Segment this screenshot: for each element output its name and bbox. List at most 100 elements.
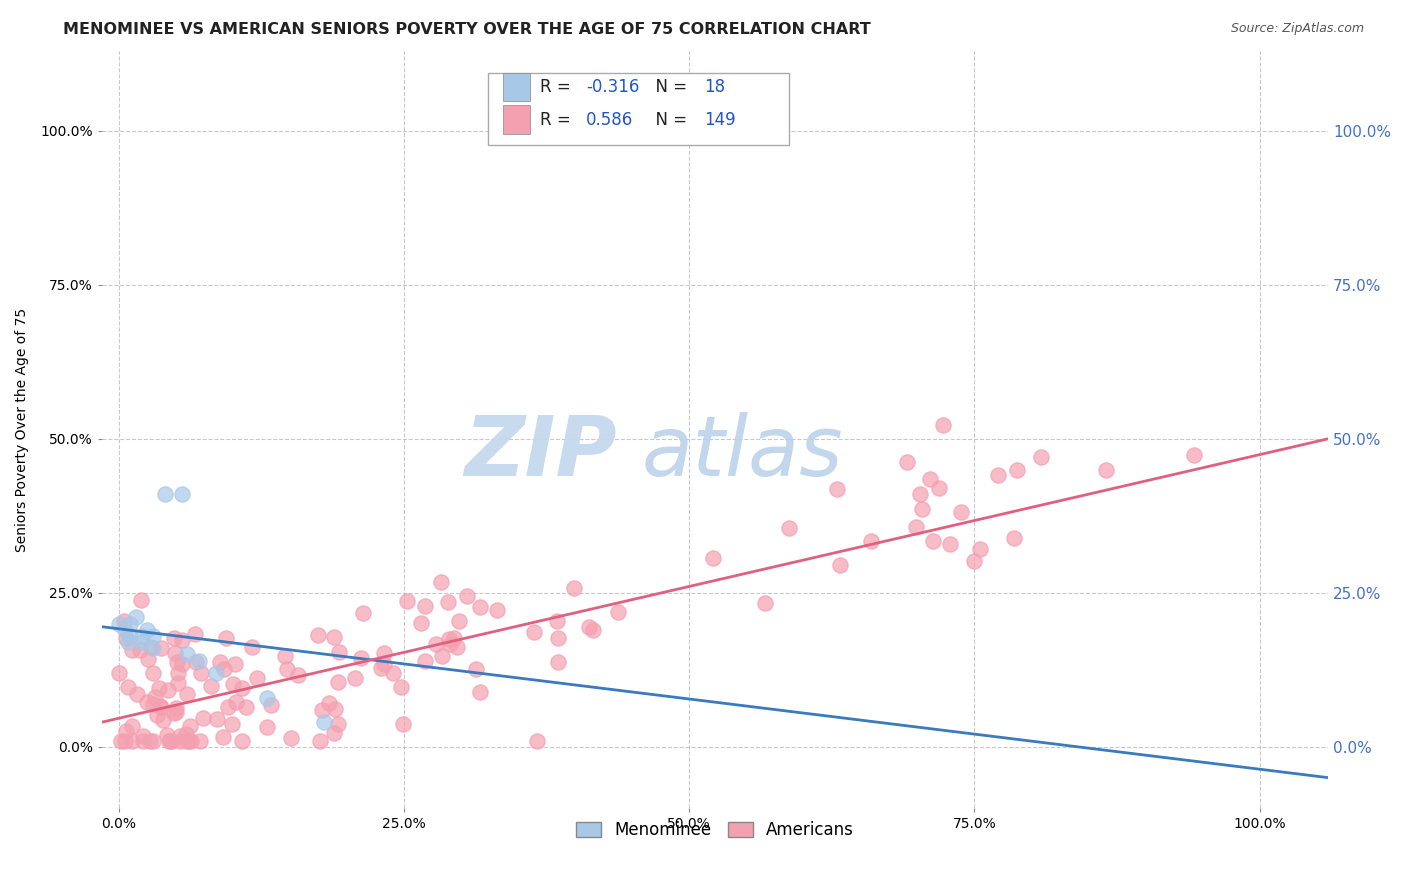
Point xyxy=(311,703,333,717)
Point xyxy=(373,657,395,672)
Text: atlas: atlas xyxy=(641,412,844,492)
Text: Source: ZipAtlas.com: Source: ZipAtlas.com xyxy=(1230,22,1364,36)
Point xyxy=(468,685,491,699)
Point xyxy=(939,537,962,551)
Point xyxy=(343,671,366,685)
Point xyxy=(606,605,628,619)
Point xyxy=(179,719,201,733)
Point xyxy=(121,733,143,747)
Point xyxy=(318,696,340,710)
Point xyxy=(217,700,239,714)
Text: 18: 18 xyxy=(704,78,725,96)
Point xyxy=(167,665,190,680)
Point xyxy=(114,733,136,747)
Point xyxy=(132,729,155,743)
Point xyxy=(231,681,253,695)
Point xyxy=(280,731,302,745)
Point xyxy=(152,713,174,727)
Point xyxy=(159,733,181,747)
Point xyxy=(163,632,186,646)
Point xyxy=(169,729,191,743)
Point xyxy=(754,596,776,610)
Point xyxy=(221,716,243,731)
Point xyxy=(778,521,800,535)
Point xyxy=(114,623,136,637)
Point xyxy=(307,627,329,641)
Point xyxy=(523,624,546,639)
Point xyxy=(578,620,600,634)
Point xyxy=(425,637,447,651)
Point xyxy=(167,676,190,690)
Point xyxy=(115,631,138,645)
Point xyxy=(910,487,932,501)
Point xyxy=(562,581,585,595)
Point xyxy=(830,558,852,572)
Point xyxy=(148,681,170,696)
Point xyxy=(860,534,883,549)
Point xyxy=(142,665,165,680)
Point xyxy=(176,687,198,701)
Point xyxy=(911,502,934,516)
Point xyxy=(969,541,991,556)
Point xyxy=(110,733,132,747)
FancyBboxPatch shape xyxy=(488,73,789,145)
Point xyxy=(142,697,165,711)
Point xyxy=(146,708,169,723)
FancyBboxPatch shape xyxy=(503,72,530,102)
Point xyxy=(470,599,492,614)
Point xyxy=(526,733,548,747)
Point xyxy=(224,657,246,672)
Point xyxy=(231,733,253,747)
Point xyxy=(163,646,186,660)
Point xyxy=(156,728,179,742)
Point xyxy=(176,648,198,662)
Text: -0.316: -0.316 xyxy=(586,78,640,96)
Point xyxy=(114,723,136,738)
Point xyxy=(446,640,468,654)
Point xyxy=(142,733,165,747)
Point xyxy=(186,655,208,669)
Point xyxy=(547,631,569,645)
Point xyxy=(121,642,143,657)
Point xyxy=(188,733,211,747)
Point xyxy=(326,716,349,731)
Point xyxy=(142,629,165,643)
Point xyxy=(1031,450,1053,464)
Y-axis label: Seniors Poverty Over the Age of 75: Seniors Poverty Over the Age of 75 xyxy=(15,308,30,551)
Point xyxy=(287,668,309,682)
Point xyxy=(190,665,212,680)
Point xyxy=(1182,448,1205,462)
Point xyxy=(120,629,142,643)
Point xyxy=(370,661,392,675)
Point xyxy=(125,687,148,701)
Point xyxy=(546,615,568,629)
Point xyxy=(142,641,165,656)
Point xyxy=(413,599,436,614)
Point xyxy=(117,635,139,649)
Point xyxy=(125,610,148,624)
Point xyxy=(117,680,139,694)
Point xyxy=(439,637,461,651)
Point xyxy=(242,640,264,654)
Point xyxy=(172,633,194,648)
Point xyxy=(205,712,228,726)
Point xyxy=(120,616,142,631)
Point xyxy=(150,700,173,714)
Point xyxy=(176,733,198,747)
Point xyxy=(208,655,231,669)
Point xyxy=(950,505,973,519)
Point xyxy=(187,654,209,668)
Point xyxy=(139,733,162,747)
Point xyxy=(176,727,198,741)
Point xyxy=(131,635,153,649)
Point xyxy=(904,519,927,533)
Point xyxy=(987,468,1010,483)
Point xyxy=(395,594,418,608)
Point xyxy=(437,632,460,646)
Point xyxy=(200,679,222,693)
Point xyxy=(121,719,143,733)
Point xyxy=(221,677,243,691)
Point xyxy=(486,603,509,617)
Point xyxy=(150,641,173,656)
Point xyxy=(211,730,233,744)
